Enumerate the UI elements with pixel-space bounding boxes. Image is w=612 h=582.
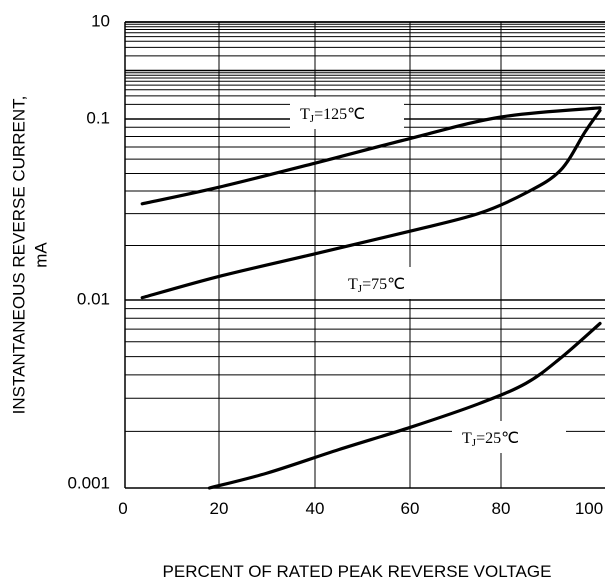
- y-tick-label: 10: [91, 11, 110, 30]
- x-tick-label: 0: [118, 499, 127, 518]
- curve-labels: TJ=125℃ TJ=75℃ TJ=25℃: [290, 97, 566, 453]
- x-axis-label: PERCENT OF RATED PEAK REVERSE VOLTAGE: [163, 562, 552, 581]
- grid-lines: [125, 21, 605, 489]
- curve-label-box: [452, 421, 566, 453]
- x-tick-label: 40: [306, 499, 325, 518]
- series-line: [140, 106, 602, 206]
- x-tick-label: 100: [575, 499, 603, 518]
- y-tick-label: 0.01: [77, 289, 110, 308]
- curve-label: TJ=75℃: [348, 276, 405, 295]
- y-tick-label: 0.001: [67, 473, 110, 492]
- plot-frame: [124, 21, 605, 488]
- y-axis-label: INSTANTANEOUS REVERSE CURRENT,: [9, 96, 28, 415]
- x-tick-label: 20: [210, 499, 229, 518]
- x-tick-label: 60: [401, 499, 420, 518]
- y-axis-label-unit: mA: [31, 242, 50, 268]
- curve-label-box: [290, 97, 404, 129]
- series-line: [140, 108, 602, 300]
- curve-label: TJ=125℃: [300, 106, 365, 125]
- x-tick-label: 80: [492, 499, 511, 518]
- data-curves: [140, 106, 602, 490]
- curve-label-box: [338, 267, 450, 299]
- curve-label: TJ=25℃: [462, 430, 519, 449]
- y-tick-label: 0.1: [86, 108, 110, 127]
- series-line: [207, 321, 602, 490]
